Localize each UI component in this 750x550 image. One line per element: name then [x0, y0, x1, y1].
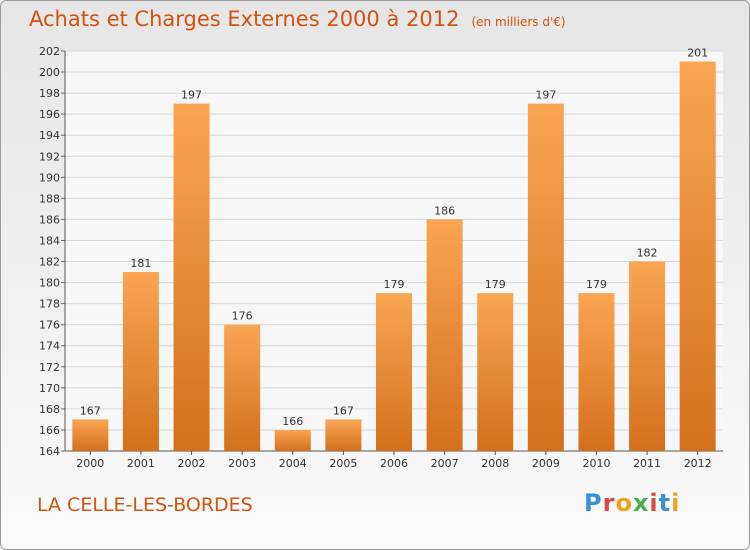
y-tick-label: 202 [39, 45, 60, 58]
x-tick-label: 2005 [329, 457, 357, 470]
bar [527, 103, 564, 451]
bar [578, 293, 615, 451]
bar [629, 261, 666, 451]
bar-value-label: 167 [80, 404, 101, 417]
y-tick-label: 192 [39, 150, 60, 163]
logo-letter: x [632, 489, 650, 517]
bar-value-label: 179 [485, 278, 506, 291]
y-tick-label: 178 [39, 298, 60, 311]
bar-value-label: 181 [130, 257, 151, 270]
bar [274, 429, 311, 451]
y-tick-label: 198 [39, 87, 60, 100]
logo-letter: i [649, 489, 659, 517]
y-tick-label: 176 [39, 319, 60, 332]
bar [224, 324, 261, 451]
bar-value-label: 201 [687, 47, 708, 60]
chart-title: Achats et Charges Externes 2000 à 2012 (e… [29, 7, 566, 31]
y-tick-label: 174 [39, 340, 60, 353]
x-tick-label: 2007 [431, 457, 459, 470]
bar-value-label: 179 [586, 278, 607, 291]
y-tick-label: 168 [39, 403, 60, 416]
x-tick-label: 2010 [582, 457, 610, 470]
bar [376, 293, 412, 451]
bar [325, 419, 362, 451]
x-tick-label: 2002 [178, 457, 206, 470]
bar [426, 219, 463, 451]
y-tick-label: 170 [39, 382, 60, 395]
location-label: LA CELLE-LES-BORDES [37, 494, 253, 516]
y-tick-label: 182 [39, 256, 60, 269]
proxiti-logo: Proxiti [584, 489, 680, 517]
y-tick-label: 194 [39, 129, 60, 142]
bar [72, 419, 109, 451]
x-tick-label: 2003 [228, 457, 256, 470]
y-tick-label: 188 [39, 192, 60, 205]
bar-value-label: 197 [535, 89, 556, 102]
bar [173, 103, 210, 451]
y-tick-label: 200 [39, 66, 60, 79]
bar-value-label: 197 [181, 89, 202, 102]
y-tick-label: 190 [39, 171, 60, 184]
bar-value-label: 167 [333, 404, 354, 417]
y-tick-label: 164 [39, 445, 60, 458]
x-tick-label: 2004 [279, 457, 307, 470]
logo-letter: t [658, 489, 672, 517]
y-tick-label: 180 [39, 277, 60, 290]
bar-value-label: 186 [434, 204, 455, 217]
y-tick-label: 184 [39, 234, 60, 247]
x-tick-label: 2011 [633, 457, 661, 470]
y-tick-label: 186 [39, 213, 60, 226]
bar-value-label: 176 [232, 310, 253, 323]
x-tick-label: 2008 [481, 457, 509, 470]
bar-value-label: 166 [282, 415, 303, 428]
bar-value-label: 182 [637, 247, 658, 260]
logo-letter: r [602, 489, 616, 517]
x-tick-label: 2009 [532, 457, 560, 470]
bar [122, 272, 159, 451]
x-tick-label: 2006 [380, 457, 408, 470]
y-tick-label: 166 [39, 424, 60, 437]
logo-letter: o [615, 489, 633, 517]
bar-value-label: 179 [384, 278, 405, 291]
bar [679, 61, 716, 452]
x-tick-label: 2001 [127, 457, 155, 470]
y-tick-label: 196 [39, 108, 60, 121]
x-tick-label: 2000 [76, 457, 104, 470]
chart-title-main: Achats et Charges Externes 2000 à 2012 [29, 7, 460, 31]
x-tick-label: 2012 [684, 457, 712, 470]
y-tick-label: 172 [39, 361, 60, 374]
logo-letter: i [671, 489, 681, 517]
logo-letter: P [584, 489, 603, 517]
chart-title-unit: (en milliers d'€) [471, 15, 566, 29]
bar [477, 293, 514, 451]
